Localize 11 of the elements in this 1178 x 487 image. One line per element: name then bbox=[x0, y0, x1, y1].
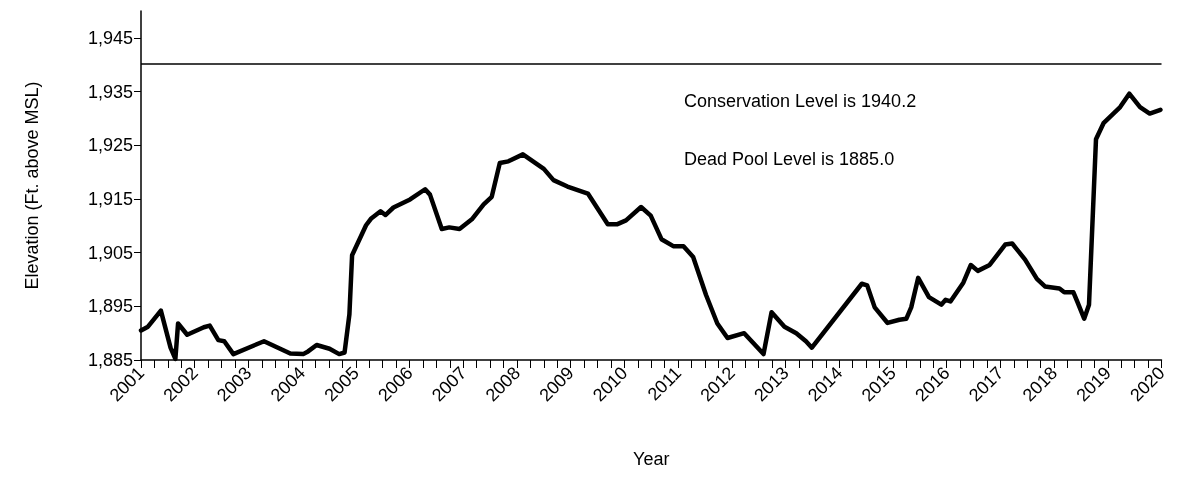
y-tick-label: 1,945 bbox=[87, 27, 133, 48]
y-tick-label: 1,885 bbox=[87, 350, 133, 370]
y-tick-label: 1,905 bbox=[87, 242, 133, 263]
annotation: Conservation Level is 1940.2 bbox=[684, 91, 917, 111]
annotation: Dead Pool Level is 1885.0 bbox=[684, 149, 895, 169]
y-tick-label: 1,925 bbox=[87, 135, 133, 156]
y-axis-title: Elevation (Ft. above MSL) bbox=[22, 81, 42, 290]
x-axis-title: Year bbox=[633, 449, 670, 469]
y-tick-label: 1,895 bbox=[87, 296, 133, 317]
y-tick-label: 1,935 bbox=[87, 81, 133, 102]
y-tick-label: 1,915 bbox=[87, 188, 133, 209]
